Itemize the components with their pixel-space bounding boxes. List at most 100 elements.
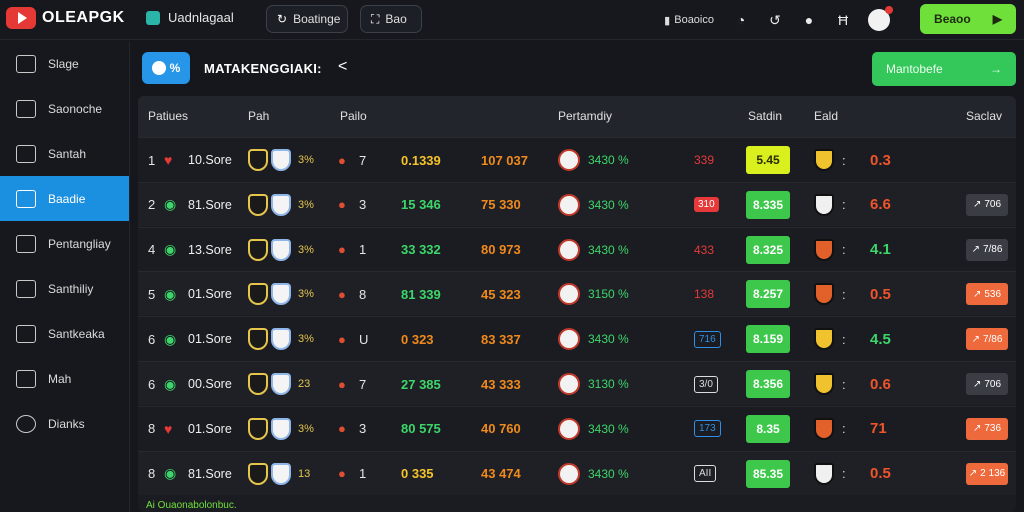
sidebar-item-mah[interactable]: Mah [0, 356, 129, 401]
workspace-selector[interactable]: Uadnlagaal [146, 10, 234, 25]
market-mark[interactable]: AII [694, 465, 717, 483]
table-row[interactable]: 2 ◉ 81.Sore 3% ● 3 15 346 75 330 3430 % … [138, 181, 1016, 226]
column-header[interactable]: Saclav [966, 109, 1003, 123]
bookmark-icon: ▮ [664, 14, 671, 27]
search-icon: ↻ [277, 12, 288, 26]
market-mark[interactable]: 3/0 [694, 375, 718, 393]
status-ok-icon[interactable]: ◉ [164, 196, 177, 213]
market-mark[interactable]: 138 [694, 287, 715, 302]
share-percent: 3% [298, 422, 314, 435]
column-header[interactable]: Pah [248, 109, 270, 123]
team-name[interactable]: 81.Sore [188, 466, 232, 481]
account-pill-button[interactable]: ⛶ Bao [360, 5, 422, 33]
play-icon [6, 7, 36, 29]
score-button[interactable]: 8.35 [746, 414, 790, 443]
heart-icon[interactable]: ♥ [164, 152, 173, 168]
account-menu[interactable]: ▮ Boaoico [664, 14, 714, 27]
score-button[interactable]: 8.257 [746, 280, 790, 309]
search-pill-button[interactable]: ↻ Boatinge [266, 5, 348, 33]
sidebar-item-slage[interactable]: Slage [0, 41, 129, 86]
table-row[interactable]: 1 ♥ 10.Sore 3% ● 7 0.1339 107 037 3430 %… [138, 137, 1016, 181]
opponent-crest-icon [271, 238, 291, 261]
table-row[interactable]: 8 ◉ 81.Sore 13 ● 1 0 335 43 474 3430 % A… [138, 450, 1016, 495]
score-button[interactable]: 85.35 [746, 459, 790, 488]
score-button[interactable]: 5.45 [746, 146, 790, 174]
compass-icon[interactable]: ◔ [736, 12, 746, 28]
chat-badge-button[interactable]: % [142, 52, 190, 84]
market-mark[interactable]: 339 [694, 153, 715, 167]
rate-value: 6.6 [870, 196, 891, 214]
opponent-crest-icon [271, 283, 291, 306]
rank: 6 [148, 331, 156, 347]
notification-icon[interactable]: ● [804, 12, 814, 28]
height-icon[interactable]: Ħ [837, 12, 849, 28]
sidebar-item-santkeaka[interactable]: Santkeaka [0, 311, 129, 356]
rate-value: 4.5 [870, 330, 891, 348]
table-row[interactable]: 6 ◉ 00.Sore 23 ● 7 27 385 43 333 3130 % … [138, 361, 1016, 405]
rank: 6 [148, 376, 156, 392]
team-name[interactable]: 13.Sore [188, 242, 232, 257]
team-crest-icon [248, 328, 268, 351]
share-percent: 3% [298, 243, 314, 256]
team-name[interactable]: 00.Sore [188, 377, 232, 391]
sidebar-item-santhiliy[interactable]: Santhiliy [0, 266, 129, 311]
trend-tag[interactable]: ↗ 706 [966, 373, 1008, 395]
refresh-icon[interactable]: ↺ [769, 11, 781, 28]
score-button[interactable]: 8.335 [746, 190, 790, 219]
sidebar-item-santah[interactable]: Santah [0, 131, 129, 176]
trend-tag[interactable]: ↗ 7/86 [966, 328, 1008, 351]
market-mark[interactable]: 310 [694, 197, 719, 213]
market-mark[interactable]: 433 [694, 242, 715, 257]
status-ok-icon[interactable]: ◉ [164, 241, 177, 258]
sidebar-item-baadie[interactable]: Baadie [0, 176, 129, 221]
avatar[interactable] [868, 6, 893, 31]
column-header[interactable]: Patiues [148, 109, 189, 123]
trend-tag-value: 736 [984, 423, 1002, 435]
main-cta-button[interactable]: Mantobefe → [872, 52, 1016, 86]
goals: 8 [359, 286, 367, 302]
shield-icon [814, 462, 834, 485]
score-button[interactable]: 8.356 [746, 370, 790, 398]
sidebar-item-label: Santhiliy [48, 281, 94, 296]
team-name[interactable]: 01.Sore [188, 332, 232, 347]
status-ok-icon[interactable]: ◉ [164, 285, 177, 302]
sidebar-item-label: Dianks [48, 416, 85, 431]
table-row[interactable]: 6 ◉ 01.Sore 3% ● U 0 323 83 337 3430 % 7… [138, 316, 1016, 360]
top-bar: OLEAPGK Uadnlagaal ↻ Boatinge ⛶ Bao ▮ Bo… [0, 0, 1024, 40]
table-row[interactable]: 8 ♥ 01.Sore 3% ● 3 80 575 40 760 3430 % … [138, 405, 1016, 450]
column-header[interactable]: Pailo [340, 109, 367, 123]
score-button[interactable]: 8.325 [746, 235, 790, 264]
team-name[interactable]: 01.Sore [188, 421, 232, 436]
sidebar-item-saonoche[interactable]: Saonoche [0, 86, 129, 131]
trend-tag[interactable]: ↗ 736 [966, 417, 1008, 440]
status-ok-icon[interactable]: ◉ [164, 330, 177, 347]
tomato-icon: ● [338, 286, 346, 302]
status-ok-icon[interactable]: ◉ [164, 375, 177, 392]
trend-tag[interactable]: ↗ 7/86 [966, 238, 1008, 261]
score-button[interactable]: 8.159 [746, 325, 790, 354]
team-name[interactable]: 81.Sore [188, 197, 232, 212]
team-name[interactable]: 01.Sore [188, 287, 232, 302]
box-icon [16, 144, 36, 163]
back-icon[interactable]: < [338, 58, 348, 75]
heart-icon[interactable]: ♥ [164, 420, 173, 437]
market-mark[interactable]: 716 [694, 330, 721, 348]
trend-tag-value: 2 136 [980, 468, 1006, 480]
table-row[interactable]: 4 ◉ 13.Sore 3% ● 1 33 332 80 973 3430 % … [138, 226, 1016, 271]
table-row[interactable]: 5 ◉ 01.Sore 3% ● 8 81 339 45 323 3150 % … [138, 271, 1016, 316]
market-mark[interactable]: 173 [694, 420, 721, 438]
trend-tag[interactable]: ↗ 536 [966, 283, 1008, 306]
sidebar-item-pentangliay[interactable]: Pentangliay [0, 221, 129, 266]
top-cta-button[interactable]: Beaoo ▶ [920, 4, 1016, 34]
column-header[interactable]: Pertamdiy [558, 109, 613, 123]
trend-tag[interactable]: ↗ 706 [966, 193, 1008, 216]
status-ok-icon[interactable]: ◉ [164, 465, 177, 482]
separator: : [842, 466, 846, 482]
team-name[interactable]: 10.Sore [188, 153, 232, 167]
tomato-icon: ● [338, 152, 346, 168]
trend-tag[interactable]: ↗ 2 136 [966, 462, 1008, 485]
column-header[interactable]: Eald [814, 109, 839, 123]
sidebar-item-dianks[interactable]: Dianks [0, 401, 129, 446]
app-logo[interactable]: OLEAPGK [6, 7, 125, 29]
column-header[interactable]: Satdin [748, 109, 783, 123]
